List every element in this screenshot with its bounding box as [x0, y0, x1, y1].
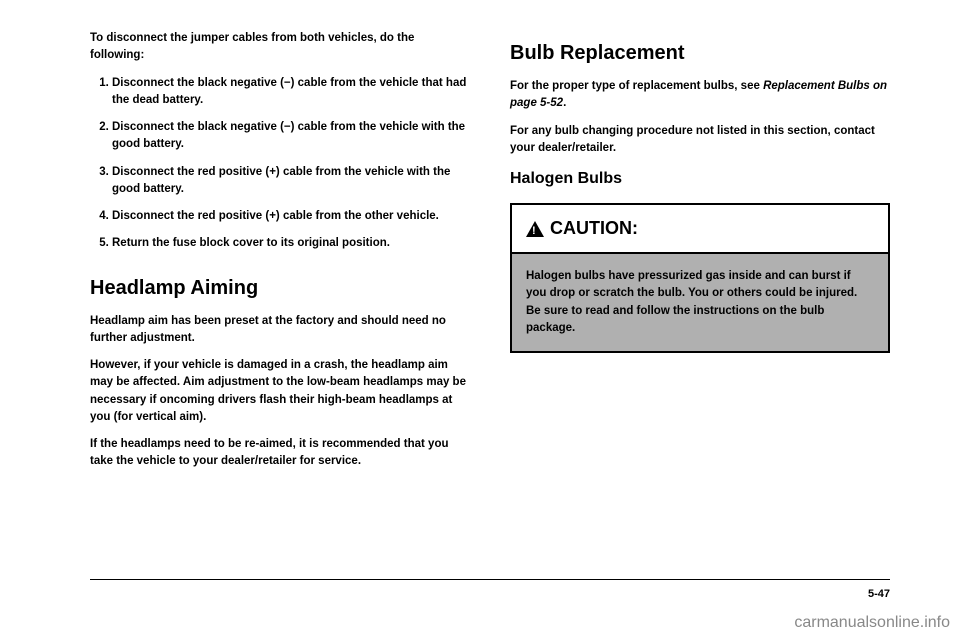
step-item: Return the fuse block cover to its origi…	[112, 235, 470, 252]
text-span: For the proper type of replacement bulbs…	[510, 80, 763, 92]
intro-text: To disconnect the jumper cables from bot…	[90, 30, 470, 65]
bulb-heading: Bulb Replacement	[510, 38, 890, 68]
paragraph: For the proper type of replacement bulbs…	[510, 78, 890, 113]
halogen-heading: Halogen Bulbs	[510, 167, 890, 191]
paragraph: For any bulb changing procedure not list…	[510, 123, 890, 158]
page-number: 5-47	[868, 588, 890, 600]
caution-body: Halogen bulbs have pressurized gas insid…	[512, 254, 888, 351]
paragraph: However, if your vehicle is damaged in a…	[90, 357, 470, 426]
right-column: Bulb Replacement For the proper type of …	[510, 30, 890, 590]
caution-box: CAUTION: Halogen bulbs have pressurized …	[510, 203, 890, 353]
headlamp-heading: Headlamp Aiming	[90, 273, 470, 303]
watermark: carmanualsonline.info	[794, 614, 950, 632]
left-column: To disconnect the jumper cables from bot…	[90, 30, 470, 590]
step-item: Disconnect the red positive (+) cable fr…	[112, 208, 470, 225]
step-item: Disconnect the red positive (+) cable fr…	[112, 164, 470, 199]
steps-list: Disconnect the black negative (−) cable …	[90, 75, 470, 253]
paragraph: If the headlamps need to be re-aimed, it…	[90, 436, 470, 471]
step-item: Disconnect the black negative (−) cable …	[112, 75, 470, 110]
paragraph: Headlamp aim has been preset at the fact…	[90, 313, 470, 348]
caution-label: CAUTION:	[550, 215, 638, 242]
footer-divider	[90, 579, 890, 580]
caution-header: CAUTION:	[512, 205, 888, 254]
warning-icon	[526, 221, 544, 237]
text-span: .	[563, 97, 566, 109]
step-item: Disconnect the black negative (−) cable …	[112, 119, 470, 154]
